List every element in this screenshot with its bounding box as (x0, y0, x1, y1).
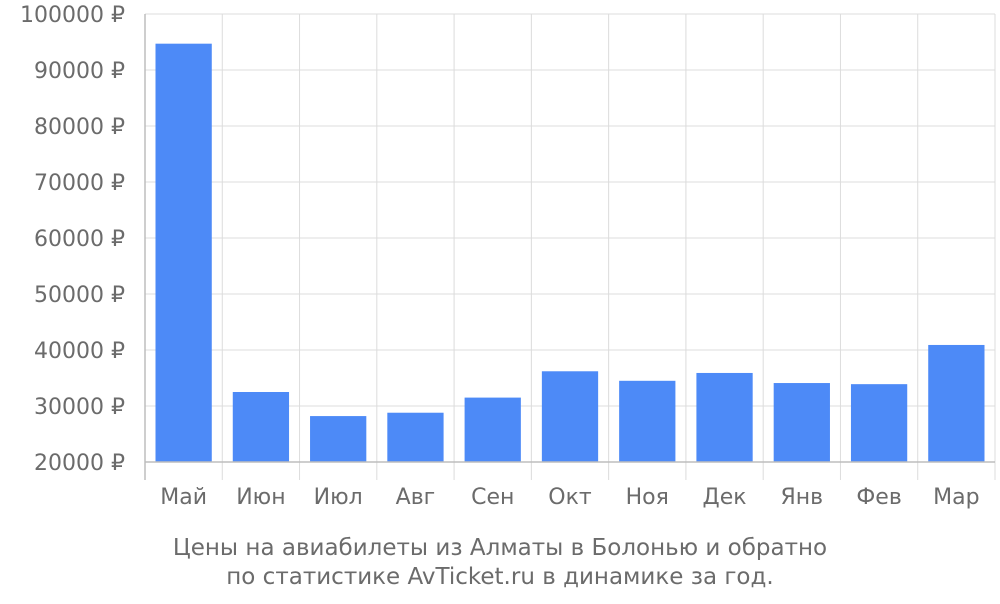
bar-6 (541, 371, 599, 462)
y-tick-label: 80000 ₽ (34, 115, 125, 140)
axes (144, 14, 995, 480)
bar-3 (310, 416, 367, 462)
chart-title-line-2: по статистике AvTicket.ru в динамике за … (226, 564, 774, 590)
x-tick-label: Июн (236, 485, 285, 510)
x-tick-label: Фев (856, 485, 901, 510)
x-tick-label: Окт (548, 485, 592, 510)
grid-lines (145, 13, 996, 480)
x-tick-label: Ноя (626, 485, 669, 510)
y-tick-label: 20000 ₽ (34, 451, 125, 476)
bar-7 (619, 380, 676, 462)
bar-5 (464, 397, 521, 462)
x-tick-label: Янв (780, 485, 823, 510)
bars (155, 43, 985, 463)
bar-4 (387, 412, 444, 462)
x-tick-label: Дек (703, 485, 747, 510)
bar-2 (232, 392, 290, 462)
bar-9 (773, 383, 830, 462)
y-tick-label: 100000 ₽ (20, 3, 125, 28)
y-tick-label: 50000 ₽ (34, 283, 125, 308)
y-tick-label: 70000 ₽ (34, 171, 125, 196)
bar-8 (696, 372, 753, 462)
x-tick-label: Сен (471, 485, 514, 510)
x-tick-labels: Май Июн Июл Авг Сен Окт Ноя Дек Янв Фев Мар (160, 485, 979, 510)
y-tick-label: 90000 ₽ (34, 59, 125, 84)
bar-1 (155, 43, 212, 463)
y-tick-label: 30000 ₽ (34, 395, 125, 420)
bar-11 (928, 344, 985, 462)
x-tick-label: Июл (314, 485, 363, 510)
x-tick-label: Май (160, 485, 207, 510)
y-tick-label: 40000 ₽ (34, 339, 125, 364)
x-tick-label: Авг (396, 485, 436, 510)
y-tick-labels: 20000 ₽ 30000 ₽ 40000 ₽ 50000 ₽ 60000 ₽ 70000… (20, 3, 125, 476)
bar-10 (850, 384, 908, 462)
x-tick-label: Мар (933, 485, 979, 510)
y-tick-label: 60000 ₽ (34, 227, 125, 252)
chart-title-line-1: Цены на авиабилеты из Алматы в Болонью и… (172, 535, 828, 561)
